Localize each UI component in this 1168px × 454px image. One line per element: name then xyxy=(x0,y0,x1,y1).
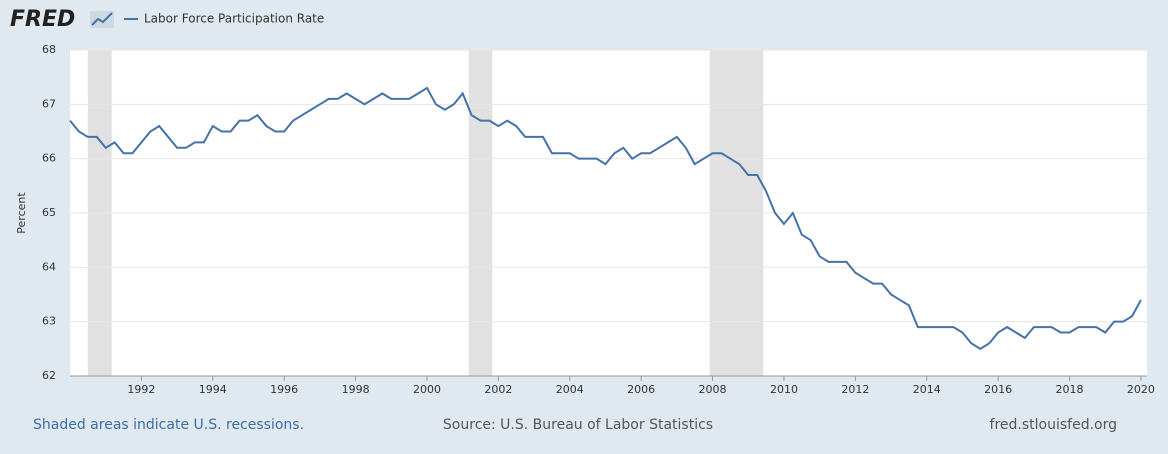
x-tick-label: 2000 xyxy=(413,383,441,396)
x-tick-label: 2014 xyxy=(913,383,941,396)
x-tick-label: 2004 xyxy=(556,383,584,396)
site-link[interactable]: fred.stlouisfed.org xyxy=(990,417,1117,433)
x-tick-label: 2010 xyxy=(770,383,798,396)
x-tick-label: 1998 xyxy=(342,383,370,396)
source: Source: U.S. Bureau of Labor Statistics xyxy=(443,417,713,433)
y-tick-label: 62 xyxy=(42,369,56,382)
x-tick-label: 2002 xyxy=(484,383,512,396)
y-tick-label: 64 xyxy=(42,260,56,273)
x-tick-label: 2016 xyxy=(984,383,1012,396)
y-tick-label: 66 xyxy=(42,152,56,165)
x-tick-label: 2008 xyxy=(699,383,727,396)
legend-label[interactable]: Labor Force Participation Rate xyxy=(144,12,324,26)
x-tick-label: 2012 xyxy=(841,383,869,396)
x-tick-label: 2020 xyxy=(1127,383,1155,396)
x-tick-label: 1996 xyxy=(270,383,298,396)
recession-note[interactable]: Shaded areas indicate U.S. recessions. xyxy=(33,417,304,433)
y-axis-label: Percent xyxy=(15,192,28,234)
y-tick-label: 68 xyxy=(42,43,56,56)
y-tick-label: 67 xyxy=(42,97,56,110)
x-tick-label: 2018 xyxy=(1056,383,1084,396)
y-tick-label: 63 xyxy=(42,315,56,328)
logo-icon xyxy=(90,11,114,28)
x-tick-label: 1992 xyxy=(127,383,155,396)
x-tick-label: 1994 xyxy=(199,383,227,396)
series-line xyxy=(69,86,1142,351)
x-tick-label: 2006 xyxy=(627,383,655,396)
y-tick-label: 65 xyxy=(42,206,56,219)
logo[interactable]: FRED xyxy=(10,7,75,32)
